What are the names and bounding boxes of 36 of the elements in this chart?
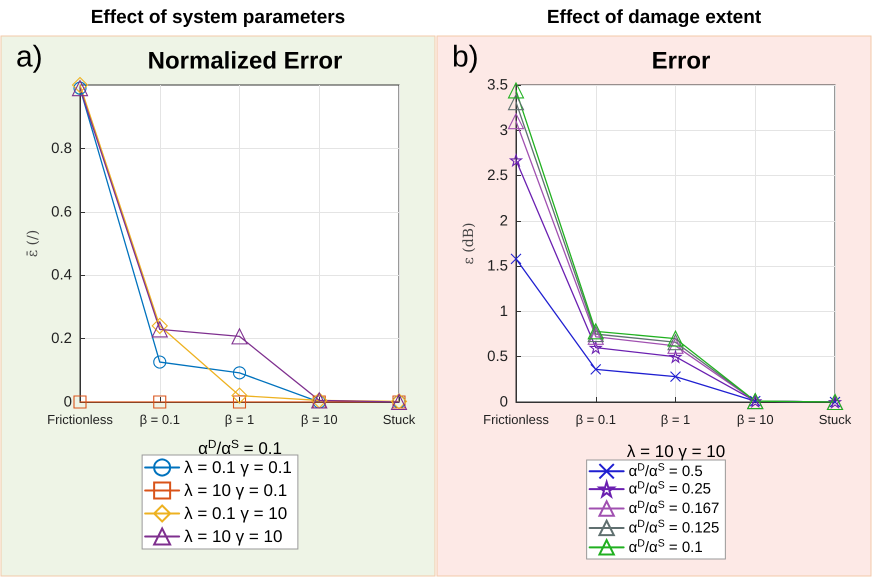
y-tick-label: 0.5 xyxy=(487,348,508,366)
chart-title: Error xyxy=(652,48,710,74)
y-tick-label: 0.4 xyxy=(51,266,72,284)
text: Effect of system parameters xyxy=(90,7,346,28)
y-tick-label: 0.8 xyxy=(51,140,72,157)
x-tick-label: β = 1 xyxy=(224,412,254,427)
legend-label: λ = 0.1 γ = 10 xyxy=(184,504,288,523)
y-tick-label: 3 xyxy=(500,122,508,139)
x-tick-label: β = 10 xyxy=(736,412,774,427)
y-tick-label: 0 xyxy=(500,394,508,410)
x-tick-label: β = 1 xyxy=(660,412,690,427)
x-tick-label: Stuck xyxy=(382,412,416,427)
x-tick-label: Frictionless xyxy=(47,412,114,427)
y-tick-label: 3.5 xyxy=(487,76,508,94)
y-tick-label: 1 xyxy=(500,302,508,320)
x-tick-label: β = 0.1 xyxy=(576,412,616,427)
text: b) xyxy=(452,40,479,74)
y-tick-label: 0 xyxy=(64,394,72,410)
chart-title: Normalized Error xyxy=(148,48,342,74)
y-tick-label: 0.2 xyxy=(51,330,72,348)
y-tick-label: 2 xyxy=(500,212,508,230)
y-tick-label: 0.6 xyxy=(51,203,72,220)
x-tick-label: β = 10 xyxy=(300,412,338,427)
x-tick-label: Frictionless xyxy=(483,412,550,427)
y-tick-label: 1.5 xyxy=(487,258,508,275)
legend-label: λ = 10 γ = 10 xyxy=(184,527,282,546)
x-tick-label: β = 0.1 xyxy=(140,412,180,427)
y-tick-label: 2.5 xyxy=(487,167,508,184)
legend-title: λ = 10 γ = 10 xyxy=(626,442,726,461)
x-tick-label: Stuck xyxy=(818,412,852,427)
y-axis-title: ε (dB) xyxy=(461,222,478,264)
text: a) xyxy=(16,40,43,74)
y-axis-title: ε̄ (/) xyxy=(25,230,42,258)
text: Effect of damage extent xyxy=(546,7,762,28)
legend-label: λ = 0.1 γ = 0.1 xyxy=(184,458,292,477)
legend-label: λ = 10 γ = 0.1 xyxy=(184,481,288,500)
